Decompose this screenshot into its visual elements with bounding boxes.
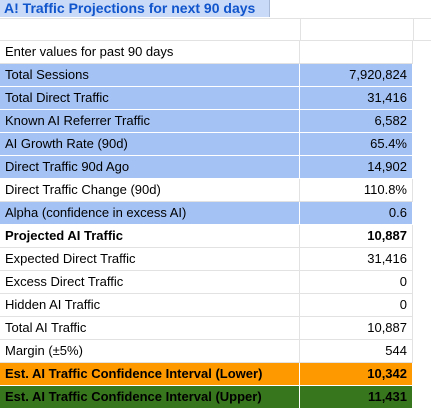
table-row: Known AI Referrer Traffic 6,582 (0, 110, 413, 133)
row-value-cell[interactable] (300, 41, 413, 63)
table-row: AI Growth Rate (90d) 65.4% (0, 133, 413, 156)
row-label-cell[interactable]: Direct Traffic Change (90d) (0, 179, 300, 201)
row-label-cell[interactable]: Hidden AI Traffic (0, 294, 300, 316)
row-label-cell[interactable]: Excess Direct Traffic (0, 271, 300, 293)
table-row: Margin (±5%) 544 (0, 340, 413, 363)
table-row: Expected Direct Traffic 31,416 (0, 248, 413, 271)
row-label-cell[interactable]: Projected AI Traffic (0, 225, 300, 247)
row-value-cell[interactable]: 10,342 (300, 363, 413, 385)
table-row: Direct Traffic Change (90d) 110.8% (0, 179, 413, 202)
table-row: Enter values for past 90 days (0, 41, 413, 64)
row-label-cell[interactable]: Known AI Referrer Traffic (0, 110, 300, 132)
row-divider (0, 40, 431, 41)
title-row: A! Traffic Projections for next 90 days (0, 0, 431, 18)
row-value-cell[interactable]: 544 (300, 340, 413, 362)
row-divider (0, 18, 431, 19)
row-value-cell[interactable]: 0.6 (300, 202, 413, 224)
row-value-cell[interactable]: 0 (300, 294, 413, 316)
row-value-cell[interactable]: 10,887 (300, 225, 413, 247)
table-row: Total AI Traffic 10,887 (0, 317, 413, 340)
row-label-cell[interactable]: Expected Direct Traffic (0, 248, 300, 270)
row-label-cell[interactable]: Total AI Traffic (0, 317, 300, 339)
data-rows: Enter values for past 90 days Total Sessi… (0, 41, 413, 409)
row-value-cell[interactable]: 7,920,824 (300, 64, 413, 86)
table-row: Total Direct Traffic 31,416 (0, 87, 413, 110)
table-row: Hidden AI Traffic 0 (0, 294, 413, 317)
row-label-cell[interactable]: Total Direct Traffic (0, 87, 300, 109)
row-value-cell[interactable]: 10,887 (300, 317, 413, 339)
row-value-cell[interactable]: 11,431 (300, 386, 413, 408)
column-divider (300, 18, 301, 41)
table-row: Alpha (confidence in excess AI) 0.6 (0, 202, 413, 225)
row-value-cell[interactable]: 14,902 (300, 156, 413, 178)
table-row: Projected AI Traffic 10,887 (0, 225, 413, 248)
table-row: Est. AI Traffic Confidence Interval (Upp… (0, 386, 413, 409)
row-label-cell[interactable]: AI Growth Rate (90d) (0, 133, 300, 155)
table-row: Excess Direct Traffic 0 (0, 271, 413, 294)
row-value-cell[interactable]: 65.4% (300, 133, 413, 155)
column-divider (413, 18, 414, 41)
row-value-cell[interactable]: 31,416 (300, 248, 413, 270)
row-value-cell[interactable]: 110.8% (300, 179, 413, 201)
table-row: Total Sessions 7,920,824 (0, 64, 413, 87)
row-label-cell[interactable]: Est. AI Traffic Confidence Interval (Low… (0, 363, 300, 385)
row-value-cell[interactable]: 31,416 (300, 87, 413, 109)
row-label-cell[interactable]: Est. AI Traffic Confidence Interval (Upp… (0, 386, 300, 408)
row-label-cell[interactable]: Enter values for past 90 days (0, 41, 300, 63)
row-label-cell[interactable]: Direct Traffic 90d Ago (0, 156, 300, 178)
sheet-title-cell[interactable]: A! Traffic Projections for next 90 days (0, 0, 270, 17)
table-row: Direct Traffic 90d Ago 14,902 (0, 156, 413, 179)
row-label-cell[interactable]: Total Sessions (0, 64, 300, 86)
row-label-cell[interactable]: Margin (±5%) (0, 340, 300, 362)
row-label-cell[interactable]: Alpha (confidence in excess AI) (0, 202, 300, 224)
table-row: Est. AI Traffic Confidence Interval (Low… (0, 363, 413, 386)
row-value-cell[interactable]: 0 (300, 271, 413, 293)
row-value-cell[interactable]: 6,582 (300, 110, 413, 132)
